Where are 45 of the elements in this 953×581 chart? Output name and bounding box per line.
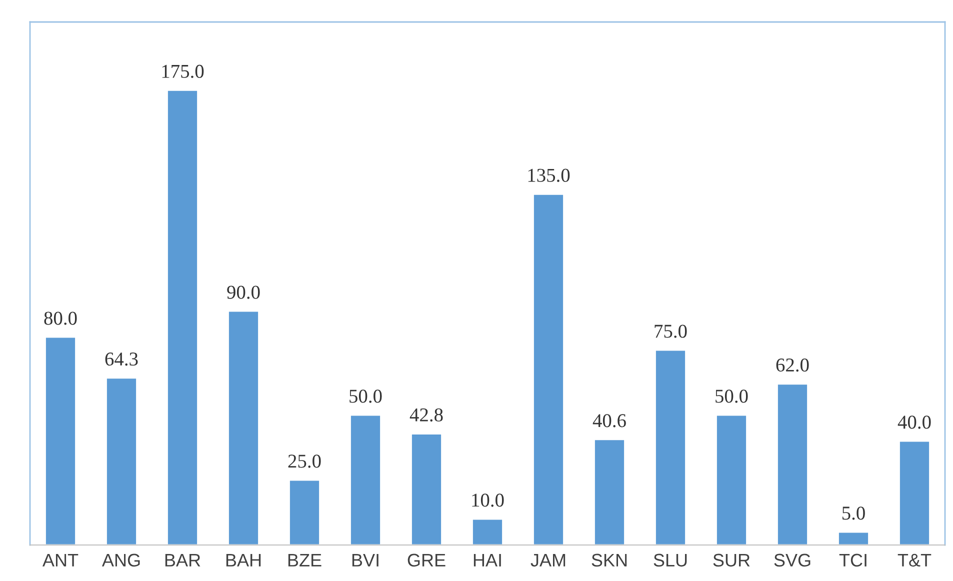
x-tick-label: SLU (654, 554, 687, 567)
data-label: 40.0 (898, 416, 931, 429)
bar (716, 414, 748, 545)
data-label: 75.0 (654, 324, 687, 338)
bar (44, 336, 76, 545)
bar (654, 349, 686, 545)
x-tick-label: SUR (713, 554, 750, 567)
bar (594, 438, 626, 545)
data-label: 25.0 (288, 454, 321, 468)
data-label: 42.8 (410, 408, 443, 422)
bar (532, 193, 564, 545)
bar (106, 377, 138, 545)
bar (410, 433, 442, 545)
x-tick-label: BAH (226, 554, 261, 566)
x-tick-label: TCI (839, 554, 866, 567)
data-label: 50.0 (716, 390, 748, 403)
x-tick-label: SVG (774, 554, 810, 567)
x-tick-label: SKN (592, 554, 627, 567)
data-label: 80.0 (44, 312, 77, 325)
x-tick-label: T&T (898, 554, 932, 567)
bar (838, 531, 870, 545)
x-tick-label: ANT (42, 554, 78, 566)
data-label: 62.0 (776, 358, 809, 372)
bar (166, 90, 198, 545)
data-label: 40.6 (592, 414, 626, 428)
data-label: 135.0 (528, 168, 570, 182)
bar (350, 414, 382, 545)
x-tick-label: BVI (352, 554, 378, 566)
bar (288, 479, 320, 545)
bar (776, 383, 808, 545)
bar (228, 310, 260, 545)
x-tick-label: BZE (288, 554, 322, 566)
x-tick-label: JAM (530, 554, 566, 567)
data-label: 64.3 (105, 352, 138, 366)
x-tick-label: GRE (408, 554, 446, 567)
bar (472, 518, 504, 545)
x-tick-label: HAI (474, 554, 501, 566)
data-label: 50.0 (350, 390, 382, 403)
data-label: 175.0 (162, 64, 204, 78)
bar (898, 440, 930, 545)
data-label: 90.0 (227, 286, 260, 299)
x-tick-label: ANG (102, 554, 140, 567)
data-label: 10.0 (472, 494, 504, 507)
x-tick-label: BAR (165, 554, 200, 566)
data-label: 5.0 (842, 506, 865, 520)
